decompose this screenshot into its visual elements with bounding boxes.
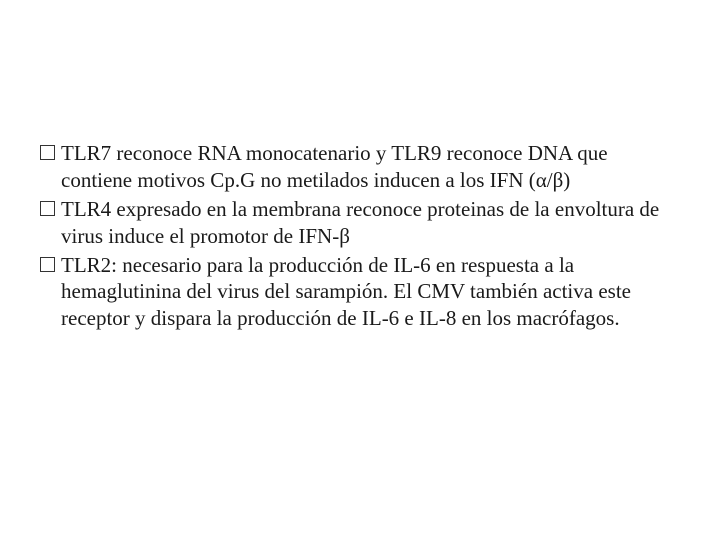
bullet-text: TLR7 reconoce RNA monocatenario y TLR9 r… <box>61 140 670 194</box>
slide: TLR7 reconoce RNA monocatenario y TLR9 r… <box>0 0 720 540</box>
square-bullet-icon <box>40 201 55 216</box>
bullet-text: TLR2: necesario para la producción de IL… <box>61 252 670 333</box>
bullet-text: TLR4 expresado en la membrana reconoce p… <box>61 196 670 250</box>
list-item: TLR4 expresado en la membrana reconoce p… <box>40 196 670 250</box>
bottom-arc-decoration <box>0 480 720 540</box>
list-item: TLR7 reconoce RNA monocatenario y TLR9 r… <box>40 140 670 194</box>
list-item: TLR2: necesario para la producción de IL… <box>40 252 670 333</box>
slide-body: TLR7 reconoce RNA monocatenario y TLR9 r… <box>40 140 670 334</box>
top-arc-decoration <box>0 0 720 60</box>
square-bullet-icon <box>40 257 55 272</box>
square-bullet-icon <box>40 145 55 160</box>
